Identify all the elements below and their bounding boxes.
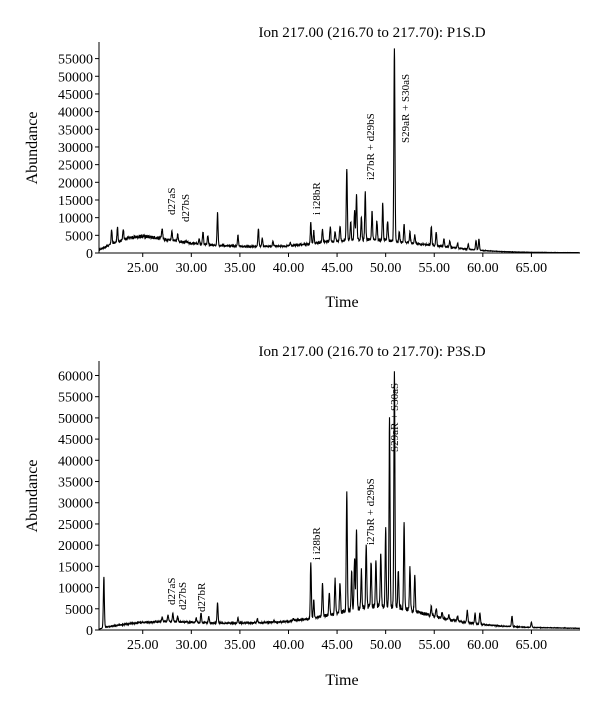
annotation-label: S29aR + S30aS (400, 74, 412, 143)
annotation-label: d27aS (166, 188, 178, 216)
chart-title: Ion 217.00 (216.70 to 217.70): P1S.D (258, 25, 485, 41)
y-tick-label: 20000 (58, 539, 93, 554)
y-tick-label: 30000 (58, 141, 93, 156)
y-tick-label: 5000 (65, 603, 93, 618)
x-tick-label: 65.00 (516, 638, 548, 653)
x-tick-label: 45.00 (321, 261, 353, 276)
y-tick-label: 30000 (58, 497, 93, 512)
x-tick-label: 50.00 (370, 638, 402, 653)
annotation-label: i i28bR (311, 527, 323, 560)
x-tick-label: 40.00 (273, 638, 305, 653)
y-tick-label: 55000 (58, 391, 93, 406)
annotation-label: i27bR + d29bS (365, 478, 377, 545)
annotation-label: d27bR (196, 582, 208, 612)
x-tick-label: 25.00 (127, 261, 159, 276)
chart-p1s: Ion 217.00 (216.70 to 217.70): P1S.D Abu… (24, 25, 581, 311)
y-tick-label: 45000 (58, 433, 93, 448)
chart-title: Ion 217.00 (216.70 to 217.70): P3S.D (258, 344, 485, 360)
chromatogram-trace (98, 48, 581, 254)
annotation-label: d27bS (180, 194, 192, 222)
annotation-label: d27aS (166, 578, 178, 606)
chart-p3s: Ion 217.00 (216.70 to 217.70): P3S.D Abu… (24, 344, 581, 689)
peak-annotations: d27aS d27bS i i28bR i27bR + d29bS S29aR … (166, 74, 412, 222)
chromatogram-trace (98, 371, 581, 630)
y-ticks: 0 5000 10000 15000 20000 25000 30000 35000 40000… (58, 369, 99, 639)
y-tick-label: 15000 (58, 560, 93, 575)
y-axis-label: Abundance (24, 460, 41, 533)
x-tick-label: 60.00 (467, 638, 499, 653)
x-tick-label: 35.00 (224, 261, 256, 276)
y-tick-label: 40000 (58, 106, 93, 121)
y-tick-label: 20000 (58, 176, 93, 191)
y-tick-label: 10000 (58, 212, 93, 227)
x-axis-label: Time (325, 294, 358, 311)
y-tick-label: 45000 (58, 88, 93, 103)
x-tick-label: 35.00 (224, 638, 256, 653)
y-tick-label: 60000 (58, 369, 93, 384)
y-tick-label: 25000 (58, 159, 93, 174)
peak-annotations: d27aS d27bS d27bR i i28bR i27bR + d29bS … (166, 383, 401, 612)
y-tick-label: 50000 (58, 412, 93, 427)
x-tick-label: 30.00 (176, 261, 208, 276)
x-ticks: 25.00 30.00 35.00 40.00 45.00 50.00 55.00 60.00… (127, 253, 547, 276)
y-tick-label: 15000 (58, 194, 93, 209)
y-tick-label: 35000 (58, 476, 93, 491)
annotation-label: d27bS (177, 582, 189, 610)
annotation-label: i27bR + d29bS (365, 113, 377, 180)
x-tick-label: 50.00 (370, 261, 402, 276)
y-tick-label: 55000 (58, 53, 93, 68)
x-tick-label: 45.00 (321, 638, 353, 653)
y-tick-label: 25000 (58, 518, 93, 533)
x-axis-label: Time (325, 672, 358, 689)
x-tick-label: 25.00 (127, 638, 159, 653)
x-tick-label: 65.00 (516, 261, 548, 276)
x-ticks: 25.00 30.00 35.00 40.00 45.00 50.00 55.00 60.00… (127, 630, 547, 653)
x-tick-label: 60.00 (467, 261, 499, 276)
x-tick-label: 30.00 (176, 638, 208, 653)
annotation-label: S29aR + S30aS (389, 383, 401, 452)
y-tick-label: 40000 (58, 454, 93, 469)
y-axis-label: Abundance (24, 112, 41, 185)
y-tick-label: 0 (86, 247, 93, 262)
y-tick-label: 0 (86, 624, 93, 639)
x-tick-label: 40.00 (273, 261, 305, 276)
y-tick-label: 5000 (65, 229, 93, 244)
x-tick-label: 55.00 (418, 638, 450, 653)
annotation-label: i i28bR (311, 182, 323, 215)
y-tick-label: 35000 (58, 123, 93, 138)
y-tick-label: 50000 (58, 70, 93, 85)
y-ticks: 0 5000 10000 15000 20000 25000 30000 35000 40000… (58, 53, 99, 262)
y-tick-label: 10000 (58, 582, 93, 597)
x-tick-label: 55.00 (418, 261, 450, 276)
